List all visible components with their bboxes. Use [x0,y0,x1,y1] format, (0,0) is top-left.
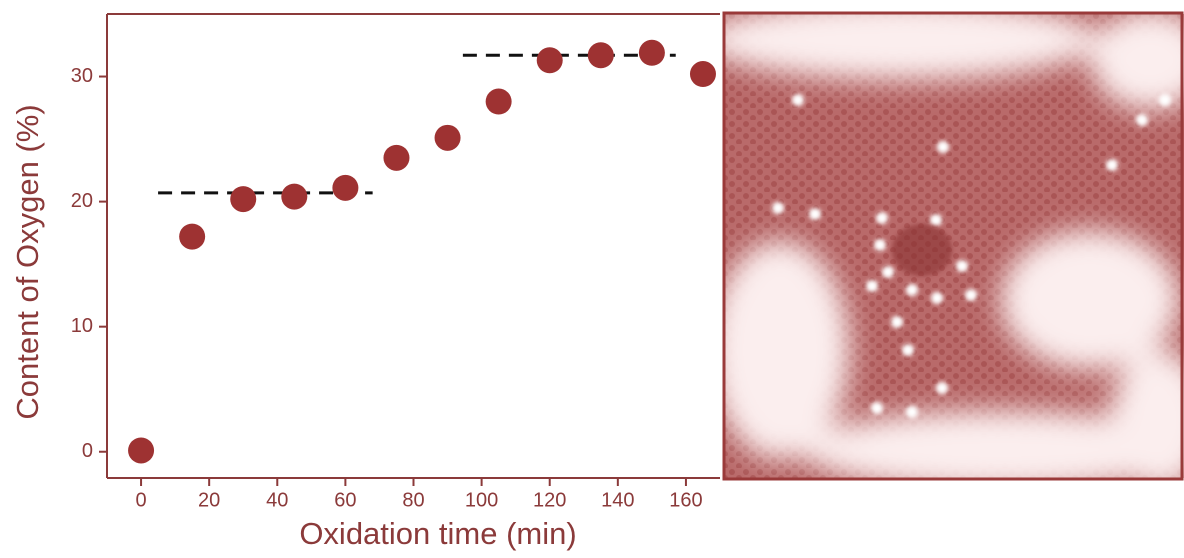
data-point [434,124,461,151]
image-border [722,11,1184,481]
x-tick-label: 120 [533,489,566,511]
y-tick-label: 10 [71,315,93,337]
data-point [485,88,512,115]
x-tick-label: 0 [135,489,146,511]
data-point [128,437,155,464]
y-tick-label: 30 [71,65,93,87]
data-point [281,183,308,210]
x-axis-label: Oxidation time (min) [299,516,576,551]
x-tick-label: 40 [266,489,288,511]
x-tick-label: 80 [402,489,424,511]
data-point [536,47,563,74]
x-tick-label: 60 [334,489,356,511]
data-point [587,42,614,69]
y-tick-label: 20 [71,190,93,212]
x-tick-label: 160 [669,489,702,511]
y-tick-label: 0 [82,440,93,462]
data-point [332,174,359,201]
data-point [383,144,410,171]
y-axis-label: Content of Oxygen (%) [10,104,45,419]
stm-image [724,14,1184,478]
x-tick-label: 100 [465,489,498,511]
data-point [179,223,206,250]
x-tick-label: 20 [198,489,220,511]
data-point [638,39,665,66]
x-tick-label: 140 [601,489,634,511]
data-point [230,186,257,213]
data-point [689,61,716,88]
